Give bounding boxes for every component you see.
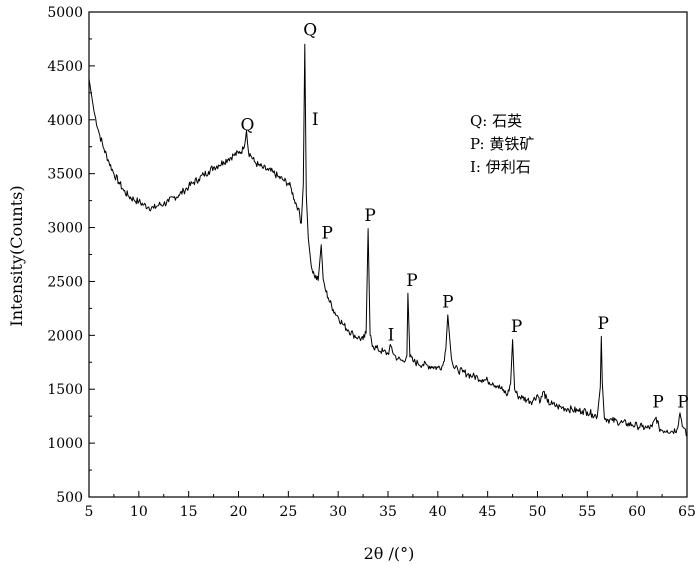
x-tick-label: 5 [85, 504, 94, 520]
y-tick-label: 4000 [47, 113, 83, 129]
x-tick-label: 15 [180, 504, 198, 520]
peak-label: I [388, 326, 395, 346]
y-tick-label: 3000 [47, 221, 83, 237]
peak-label: P [677, 393, 688, 413]
x-tick-label: 60 [628, 504, 646, 520]
y-tick-label: 2000 [47, 328, 83, 344]
y-axis-title: Intensity(Counts) [7, 185, 26, 326]
y-tick-label: 1000 [47, 436, 83, 452]
peak-label: P [364, 206, 375, 226]
diffraction-series-line [88, 43, 688, 437]
y-tick-label: 4500 [47, 59, 83, 75]
axes [88, 11, 688, 498]
x-tick-label: 35 [379, 504, 397, 520]
ticks: 5 10 15 20 25 30 35 40 45 50 55 60 65 500 1000 1500 2000… [47, 5, 696, 520]
x-tick-label: 65 [678, 504, 696, 520]
peak-label: P [598, 314, 609, 334]
peak-label: Q [241, 116, 255, 136]
peak-label: P [321, 223, 332, 243]
x-tick-label: 10 [130, 504, 148, 520]
legend-entry: Q: 石英 [470, 112, 522, 130]
y-tick-label: 500 [56, 490, 83, 506]
peak-label: P [652, 393, 663, 413]
legend-entry: I: 伊利石 [470, 158, 531, 176]
peak-label: P [406, 271, 417, 291]
y-tick-label: 5000 [47, 5, 83, 21]
x-tick-label: 45 [479, 504, 497, 520]
series-layer [88, 43, 688, 437]
x-tick-label: 55 [578, 504, 596, 520]
peak-label: Q [303, 21, 317, 41]
legend: Q: 石英 P: 黄铁矿 I: 伊利石 [470, 112, 534, 176]
x-tick-label: 25 [279, 504, 297, 520]
legend-entry: P: 黄铁矿 [470, 135, 534, 153]
x-tick-label: 20 [230, 504, 248, 520]
peak-label: P [442, 292, 453, 312]
y-tick-label: 2500 [47, 274, 83, 290]
plot-frame [88, 11, 688, 498]
x-tick-label: 40 [429, 504, 447, 520]
x-tick-label: 30 [329, 504, 347, 520]
peak-label: I [312, 110, 319, 130]
y-tick-label: 1500 [47, 382, 83, 398]
y-tick-label: 3500 [47, 167, 83, 183]
peak-label: P [511, 317, 522, 337]
x-axis-title: 2θ /(°) [364, 544, 415, 563]
x-tick-label: 50 [529, 504, 547, 520]
